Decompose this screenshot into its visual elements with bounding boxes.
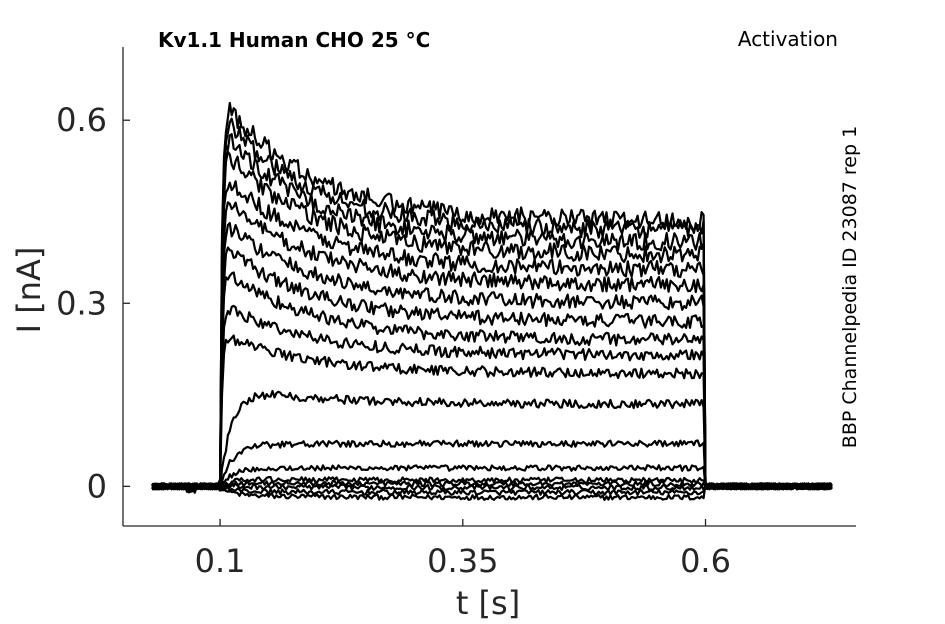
x-tick-label: 0.6 (680, 542, 731, 580)
y-axis-label: I [nA] (10, 247, 48, 334)
y-tick-label: 0 (87, 467, 107, 505)
x-axis-label: t [s] (456, 584, 520, 622)
x-ticks: 0.1 0.35 0.6 (195, 519, 731, 580)
chart-title: Kv1.1 Human CHO 25 °C (158, 28, 430, 52)
y-ticks: 0 0.3 0.6 (56, 101, 130, 505)
current-trace (151, 389, 833, 491)
current-trace (151, 117, 833, 491)
y-tick-label: 0.3 (56, 284, 107, 322)
current-trace (151, 222, 833, 493)
current-trace (151, 101, 833, 493)
y-tick-label: 0.6 (56, 101, 107, 139)
x-tick-label: 0.1 (195, 542, 246, 580)
protocol-label: Activation (738, 27, 838, 51)
x-tick-label: 0.35 (427, 542, 498, 580)
current-trace (151, 133, 833, 491)
side-label: BBP Channelpedia ID 23087 rep 1 (839, 126, 861, 448)
traces-group (151, 101, 833, 501)
current-trace (151, 271, 833, 491)
